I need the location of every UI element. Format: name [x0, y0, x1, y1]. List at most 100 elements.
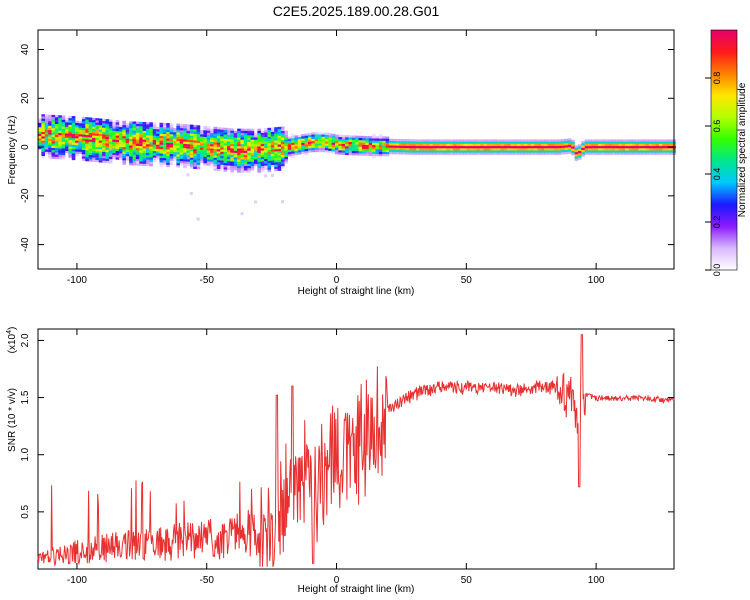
- spectrogram-cell: [88, 157, 93, 160]
- spectrogram-cell: [54, 121, 59, 124]
- spectrogram-cell: [91, 137, 96, 140]
- spectrogram-cell: [51, 119, 56, 122]
- spectrogram-cell: [270, 131, 275, 135]
- spectrogram-cell: [476, 150, 481, 153]
- spectrogram-cell: [216, 133, 221, 137]
- spectrogram-cell: [318, 132, 322, 135]
- spectrogram-cell: [665, 145, 670, 149]
- spectrogram-cell: [291, 149, 295, 152]
- spectrogram-cell: [98, 160, 103, 163]
- spectrogram-cell: [186, 124, 191, 127]
- spectrogram-cell: [61, 122, 66, 125]
- spectrogram-cell: [139, 121, 143, 125]
- spectrogram-cell: [588, 139, 592, 142]
- spectrogram-cell: [112, 152, 116, 156]
- spectrogram-cell: [196, 160, 201, 163]
- spectrogram-cell: [135, 143, 140, 146]
- spectrogram-cell: [318, 136, 322, 140]
- spectrogram-cell: [577, 144, 582, 147]
- spectrogram-cell: [91, 157, 96, 160]
- spectrogram-cell: [523, 141, 528, 144]
- spectrogram-cell: [439, 141, 444, 144]
- spectrogram-cell: [574, 158, 579, 161]
- spectrogram-cell: [473, 152, 477, 155]
- spectrogram-cell: [132, 158, 137, 162]
- spectrogram-cell: [112, 141, 116, 145]
- spectrogram-cell: [581, 154, 585, 157]
- spectrogram-cell: [280, 159, 285, 162]
- spectrogram-cell: [307, 145, 312, 149]
- spectrogram-cell: [240, 130, 245, 134]
- spectrogram-cell: [88, 126, 93, 129]
- spectrogram-cell: [257, 168, 261, 171]
- spectrogram-cell: [58, 148, 62, 151]
- spectrogram-cell: [297, 134, 302, 138]
- spectrogram-cell: [206, 126, 211, 129]
- spectrogram-cell: [233, 133, 238, 136]
- spectrogram-cell: [611, 152, 616, 155]
- spectrogram-cell: [412, 145, 417, 149]
- spectrogram-cell: [280, 148, 285, 151]
- spectrogram-cell: [442, 148, 447, 151]
- spectrogram-cell: [284, 148, 288, 151]
- spectrogram-cell: [64, 133, 69, 136]
- spectrogram-cell: [267, 165, 272, 168]
- spectrogram-cell: [419, 145, 423, 149]
- spectrogram-cell: [139, 137, 143, 140]
- spectrogram-cell: [71, 142, 76, 145]
- spectrogram-cell: [172, 136, 177, 139]
- spectrogram-cell: [388, 143, 393, 146]
- spectrogram-cell: [375, 147, 380, 150]
- spectrogram-cell: [621, 145, 626, 149]
- spectrogram-cell: [112, 128, 116, 131]
- spectrogram-cell: [247, 144, 251, 147]
- spectrogram-cell: [64, 148, 69, 151]
- spectrogram-cell: [267, 143, 272, 146]
- spectrogram-cell: [314, 134, 319, 137]
- spectrogram-cell: [230, 161, 234, 164]
- spectrogram-cell: [61, 152, 66, 156]
- spectrogram-cell: [294, 139, 299, 143]
- spectrogram-cell: [132, 147, 137, 151]
- spectrogram-cell: [203, 139, 207, 142]
- spectrogram-cell: [125, 134, 130, 137]
- spectrogram-cell: [78, 142, 83, 146]
- spectrogram-cell: [95, 159, 100, 163]
- spectrogram-cell: [513, 148, 518, 151]
- spectrogram-cell: [243, 128, 248, 131]
- spectrogram-cell: [581, 147, 585, 150]
- spectrogram-cell: [108, 137, 113, 140]
- spectrogram-cell: [402, 147, 407, 151]
- spectrogram-cell: [230, 139, 234, 142]
- spectrogram-cell: [402, 152, 407, 155]
- spectrogram-cell: [176, 152, 180, 155]
- spectrogram-cell: [243, 141, 248, 145]
- spectrogram-cell: [196, 162, 201, 165]
- spectrogram-cell: [537, 148, 542, 151]
- spectrogram-cell: [142, 126, 147, 129]
- snr-y-ticks: 0.51.01.52.0: [20, 333, 674, 519]
- spectrogram-cell: [68, 124, 73, 128]
- spectrogram-cell: [125, 145, 130, 148]
- spectrogram-cell: [277, 155, 282, 158]
- spectrogram-cell: [328, 137, 332, 140]
- spectrogram-cell: [253, 141, 258, 145]
- spectrogram-cell: [503, 141, 508, 144]
- spectrogram-cell: [98, 142, 103, 145]
- spectrogram-cell: [436, 148, 440, 151]
- spectrogram-cell: [159, 122, 164, 126]
- spectrogram-cell: [645, 139, 650, 142]
- spectrogram-cell: [41, 142, 46, 146]
- spectrogram-cell: [105, 138, 110, 142]
- spectrogram-cell: [564, 149, 569, 152]
- spectrogram-cell: [78, 151, 83, 155]
- spectrogram-cell: [129, 149, 133, 153]
- spectrogram-cell: [193, 129, 197, 132]
- spectrogram-cell: [618, 143, 623, 147]
- spectrogram-cell: [176, 127, 180, 131]
- spectrogram-cell: [112, 143, 116, 147]
- spectrogram-cell: [338, 148, 342, 151]
- spectrogram-cell: [75, 153, 79, 156]
- spectrogram-cell: [118, 140, 123, 143]
- spectrogram-cell: [223, 127, 228, 131]
